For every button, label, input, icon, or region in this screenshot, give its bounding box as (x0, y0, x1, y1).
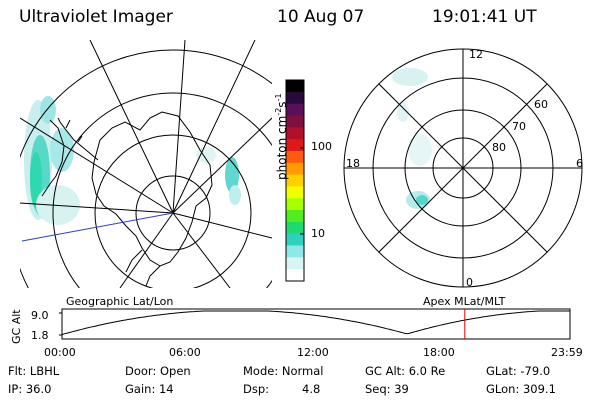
colorbar-cell (286, 162, 304, 176)
info-dsp-label: Dsp: (243, 382, 270, 396)
alt-xtick-1200: 12:00 (297, 346, 329, 359)
info-gc-alt: GC Alt: 6.0 Re (365, 364, 446, 378)
alt-ylabel: GC Alt (10, 309, 23, 344)
alt-xtick-1800: 18:00 (423, 346, 455, 359)
colorbar-cell (286, 233, 304, 247)
colorbar-tick-100: 100 (311, 140, 332, 153)
info-ip: IP: 36.0 (8, 382, 52, 396)
colorbar-cell (286, 245, 304, 258)
date-label: 10 Aug 07 (277, 7, 365, 27)
info-gain: Gain: 14 (125, 382, 174, 396)
apex-coords-label: Apex MLat/MLT (423, 295, 506, 308)
colorbar-cell (286, 80, 304, 93)
alt-xtick-0000: 00:00 (44, 346, 76, 359)
info-flt: Flt: LBHL (8, 364, 60, 378)
colorbar-cell (286, 150, 304, 164)
colorbar-cell (286, 210, 304, 223)
mlt-label-0: 0 (466, 276, 473, 289)
colorbar-tick-10: 10 (311, 227, 325, 240)
mlat-label-70: 70 (512, 120, 526, 133)
colorbar-cell (286, 221, 304, 235)
colorbar-cell (286, 186, 304, 199)
info-seq: Seq: 39 (365, 382, 409, 396)
alt-ytick-high: 9.0 (31, 309, 49, 322)
colorbar-unit-label: photon cm-2s-1 (274, 93, 289, 180)
alt-xtick-0600: 06:00 (169, 346, 201, 359)
colorbar-cell (286, 103, 304, 116)
colorbar-cell (286, 139, 304, 152)
polar-map (343, 48, 583, 288)
mlat-label-60: 60 (534, 98, 548, 111)
colorbar-cell (286, 269, 304, 282)
orbit-track-line (21, 212, 174, 242)
info-glon: GLon: 309.1 (486, 382, 556, 396)
mlt-label-12: 12 (469, 48, 483, 61)
alt-ytick-low: 1.8 (31, 329, 49, 342)
altitude-plot (59, 308, 571, 340)
mlt-label-18: 18 (346, 157, 360, 170)
info-door: Door: Open (125, 364, 191, 378)
colorbar-cell (286, 127, 304, 140)
info-mode: Mode: Normal (243, 364, 324, 378)
geographic-map (20, 40, 272, 288)
time-label: 19:01:41 UT (432, 7, 537, 27)
colorbar-cell (286, 115, 304, 128)
info-glat: GLat: -79.0 (486, 364, 551, 378)
aurora-emission-geo (24, 96, 241, 225)
colorbar-cell (286, 257, 304, 270)
colorbar-cell (286, 198, 304, 211)
alt-xtick-2359: 23:59 (551, 346, 583, 359)
colorbar-cell (286, 91, 304, 105)
mlt-label-6: 6 (576, 157, 583, 170)
geographic-coords-label: Geographic Lat/Lon (66, 295, 174, 308)
aurora-emission-polar (392, 68, 432, 209)
instrument-title: Ultraviolet Imager (19, 7, 173, 27)
mlat-label-80: 80 (492, 141, 506, 154)
info-dsp-value: 4.8 (302, 382, 321, 396)
colorbar (285, 79, 305, 282)
colorbar-cell (286, 174, 304, 187)
